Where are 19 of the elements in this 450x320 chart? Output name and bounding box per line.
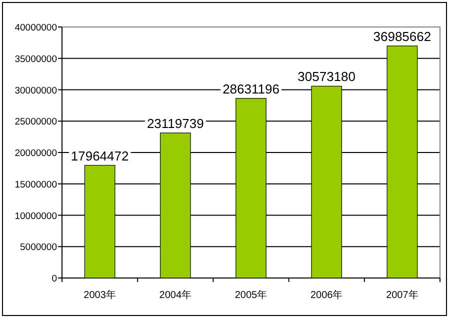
y-tick-label: 20000000 — [14, 148, 57, 159]
y-tick-label: 25000000 — [14, 116, 57, 128]
x-tick-label: 2004年 — [159, 289, 192, 301]
y-tick-label: 10000000 — [14, 210, 57, 222]
data-label: 23119739 — [146, 116, 204, 131]
y-tick-label: 0 — [52, 274, 57, 284]
data-label: 36985662 — [373, 28, 432, 44]
data-label: 28631196 — [222, 81, 280, 96]
x-tick-label: 2005年 — [234, 289, 268, 301]
y-tick-label: 15000000 — [14, 179, 57, 190]
y-tick-label: 5000000 — [20, 242, 57, 254]
x-tick-label: 2006年 — [310, 289, 343, 301]
y-tick-label: 30000000 — [14, 85, 57, 96]
data-label: 17964472 — [70, 148, 129, 164]
y-tick-label: 40000000 — [14, 22, 57, 34]
data-label: 30573180 — [298, 69, 356, 84]
x-tick-label: 2007年 — [386, 289, 418, 301]
x-tick-label: 2003年 — [84, 289, 116, 301]
y-tick-label: 35000000 — [14, 54, 57, 65]
